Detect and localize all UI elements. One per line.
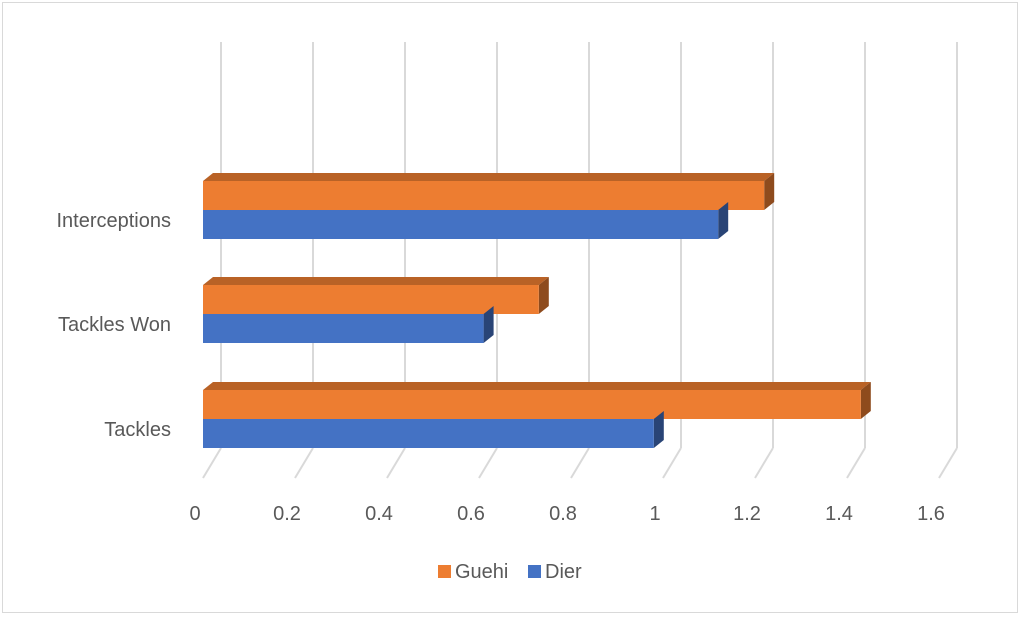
gridline-floor — [386, 447, 406, 479]
bar-side-face — [860, 382, 871, 419]
gridline-floor — [570, 447, 590, 479]
bar-front-face — [203, 210, 719, 239]
x-tick-label: 0 — [189, 503, 200, 525]
x-tick-label: 1.6 — [917, 503, 945, 525]
x-tick-label: 0.4 — [365, 503, 393, 525]
legend-swatch — [438, 565, 451, 578]
x-tick-label: 0.8 — [549, 503, 577, 525]
category-label: Tackles — [104, 419, 171, 441]
bar-side-face — [538, 277, 549, 314]
legend-label: Dier — [545, 561, 582, 583]
bar-front-face — [203, 419, 654, 448]
bar-top-face — [203, 382, 871, 390]
bar-guehi — [203, 277, 549, 314]
bar-dier — [203, 306, 494, 343]
gridline-floor — [938, 447, 958, 479]
bar-front-face — [203, 390, 861, 419]
bar-front-face — [203, 285, 539, 314]
bar-front-face — [203, 314, 484, 343]
legend-item-dier: Dier — [528, 561, 582, 583]
bar-front-face — [203, 181, 765, 210]
legend: Guehi Dier — [438, 561, 582, 583]
bar-guehi — [203, 173, 775, 210]
x-tick-label: 1 — [649, 503, 660, 525]
gridline-floor — [662, 447, 682, 479]
legend-item-guehi: Guehi — [438, 561, 508, 583]
gridline-floor — [846, 447, 866, 479]
gridline-floor — [202, 447, 222, 479]
gridline-floor — [294, 447, 314, 479]
y-axis-categories: Tackles Tackles Won Interceptions — [56, 210, 171, 441]
bar-side-face — [764, 173, 775, 210]
category-label: Tackles Won — [58, 314, 171, 336]
bar-dier — [203, 411, 664, 448]
bar-side-face — [653, 411, 664, 448]
x-tick-label: 1.4 — [825, 503, 853, 525]
gridline-floor — [754, 447, 774, 479]
bar-side-face — [483, 306, 494, 343]
bar-top-face — [203, 173, 775, 181]
bar-top-face — [203, 277, 549, 285]
bar-guehi — [203, 382, 871, 419]
gridline-floor — [478, 447, 498, 479]
x-tick-label: 1.2 — [733, 503, 761, 525]
legend-label: Guehi — [455, 561, 508, 583]
x-axis-ticks: 0 0.2 0.4 0.6 0.8 1 1.2 1.4 1.6 — [189, 503, 944, 525]
bars — [203, 173, 871, 448]
legend-swatch — [528, 565, 541, 578]
x-tick-label: 0.6 — [457, 503, 485, 525]
x-tick-label: 0.2 — [273, 503, 301, 525]
bar-dier — [203, 202, 729, 239]
bar-side-face — [718, 202, 729, 239]
gridlines — [202, 42, 958, 479]
category-label: Interceptions — [56, 210, 171, 232]
